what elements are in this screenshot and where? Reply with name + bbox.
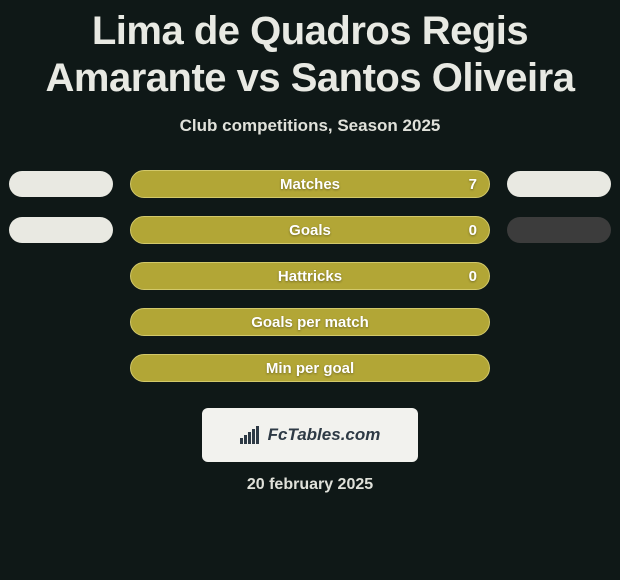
stat-value: 7	[469, 171, 477, 197]
stat-label: Hattricks	[131, 263, 489, 289]
player1-pill	[9, 171, 113, 197]
player2-pill-empty	[504, 263, 614, 289]
brand-badge: FcTables.com	[202, 408, 418, 462]
stat-row: Matches7	[10, 170, 610, 198]
stat-value: 0	[469, 263, 477, 289]
player1-pill	[9, 217, 113, 243]
stat-bar: Hattricks0	[130, 262, 490, 290]
player1-pill-empty	[6, 263, 116, 289]
player2-pill-empty	[504, 355, 614, 381]
stat-rows: Matches7Goals0Hattricks0Goals per matchM…	[10, 170, 610, 382]
player1-pill-empty	[6, 355, 116, 381]
comparison-card: Lima de Quadros Regis Amarante vs Santos…	[0, 0, 620, 580]
stat-label: Goals per match	[131, 309, 489, 335]
stat-value: 0	[469, 217, 477, 243]
stat-bar: Goals0	[130, 216, 490, 244]
page-title: Lima de Quadros Regis Amarante vs Santos…	[10, 8, 610, 102]
stat-bar: Goals per match	[130, 308, 490, 336]
brand-text: FcTables.com	[268, 425, 381, 445]
player2-pill-empty	[504, 309, 614, 335]
player2-pill	[507, 171, 611, 197]
stat-label: Matches	[131, 171, 489, 197]
stat-bar: Min per goal	[130, 354, 490, 382]
stat-row: Min per goal	[10, 354, 610, 382]
stat-bar: Matches7	[130, 170, 490, 198]
player2-pill	[507, 217, 611, 243]
date-label: 20 february 2025	[10, 476, 610, 494]
stat-label: Min per goal	[131, 355, 489, 381]
brand-chart-icon	[240, 426, 262, 444]
player1-pill-empty	[6, 309, 116, 335]
stat-row: Goals0	[10, 216, 610, 244]
stat-row: Hattricks0	[10, 262, 610, 290]
stat-row: Goals per match	[10, 308, 610, 336]
stat-label: Goals	[131, 217, 489, 243]
subtitle: Club competitions, Season 2025	[10, 116, 610, 136]
